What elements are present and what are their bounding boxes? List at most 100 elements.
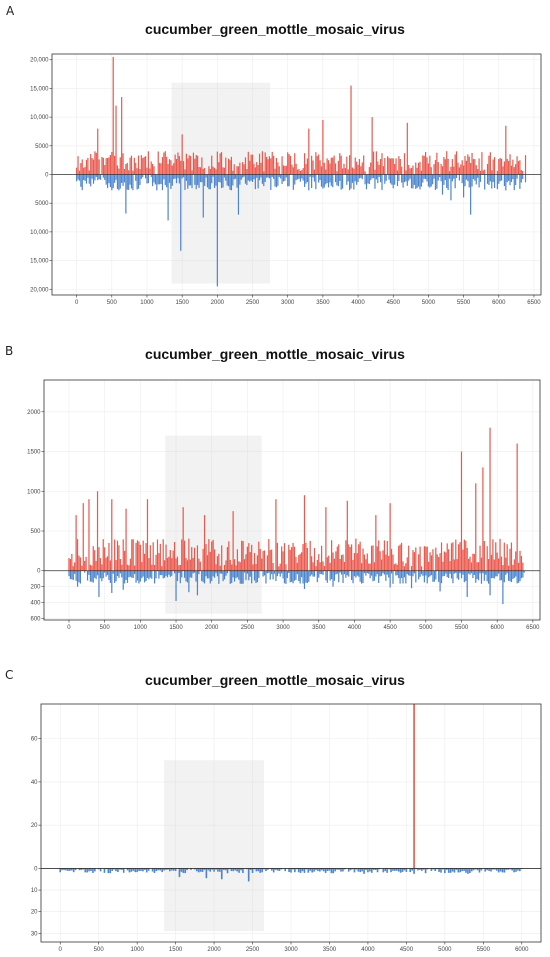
bar-negative bbox=[134, 570, 136, 575]
bar-positive bbox=[488, 559, 490, 571]
bar-negative bbox=[72, 570, 74, 581]
bar-negative bbox=[430, 174, 432, 187]
bar-positive bbox=[116, 540, 119, 571]
bar-negative bbox=[499, 570, 501, 581]
bar-negative bbox=[486, 174, 489, 184]
bar-positive bbox=[357, 164, 359, 175]
bar-negative bbox=[402, 570, 404, 584]
x-tick-label: 5500 bbox=[477, 947, 491, 953]
bar-negative bbox=[114, 570, 116, 583]
bar-positive bbox=[472, 553, 474, 571]
bar-negative bbox=[161, 868, 163, 873]
bar-negative bbox=[109, 868, 112, 874]
bar-negative bbox=[507, 570, 510, 581]
bar-negative bbox=[395, 570, 397, 576]
bar-negative bbox=[268, 570, 270, 573]
bar-positive bbox=[82, 503, 84, 571]
bar-negative bbox=[99, 174, 102, 180]
x-tick-label: 2000 bbox=[211, 300, 225, 306]
bar-negative bbox=[410, 174, 413, 189]
bar-negative bbox=[134, 868, 137, 873]
bar-positive bbox=[122, 153, 124, 175]
bar-positive bbox=[274, 168, 276, 175]
bar-negative bbox=[440, 570, 443, 584]
bar-negative bbox=[327, 174, 330, 188]
bar-positive bbox=[369, 563, 371, 571]
bar-negative bbox=[338, 570, 340, 583]
bar-negative bbox=[250, 174, 252, 181]
bar-negative bbox=[356, 570, 358, 576]
bar-positive bbox=[98, 159, 100, 175]
bar-positive bbox=[238, 561, 240, 571]
bar-positive bbox=[251, 544, 253, 571]
bar-negative bbox=[522, 174, 524, 180]
bar-negative bbox=[125, 174, 127, 214]
bar-negative bbox=[465, 174, 468, 180]
bar-negative bbox=[235, 174, 237, 179]
panel-a: A cucumber_green_mottle_mosaic_virus 0 50… bbox=[0, 0, 550, 330]
bar-negative bbox=[432, 174, 434, 185]
bar-negative bbox=[365, 570, 367, 576]
bar-negative bbox=[415, 570, 417, 583]
bar-negative bbox=[226, 570, 229, 574]
bar-negative bbox=[495, 570, 497, 577]
bar-negative bbox=[443, 570, 445, 576]
bar-positive bbox=[400, 542, 403, 571]
bar-positive bbox=[482, 467, 484, 571]
bar-negative bbox=[474, 868, 477, 870]
bar-negative bbox=[499, 174, 501, 182]
bar-positive bbox=[473, 553, 475, 571]
bar-negative bbox=[448, 570, 450, 579]
bar-negative bbox=[494, 868, 496, 870]
bar-positive bbox=[458, 167, 460, 175]
bar-positive bbox=[412, 550, 414, 571]
bar-negative bbox=[291, 570, 293, 582]
bar-negative bbox=[240, 868, 242, 871]
bar-negative bbox=[244, 174, 247, 184]
bar-positive bbox=[408, 545, 410, 571]
bar-negative bbox=[155, 570, 157, 579]
bar-positive bbox=[363, 554, 366, 571]
bar-positive bbox=[308, 128, 310, 175]
bar-positive bbox=[159, 162, 161, 175]
bar-negative bbox=[454, 174, 456, 189]
bar-negative bbox=[432, 868, 435, 870]
bar-negative bbox=[383, 570, 386, 575]
bar-negative bbox=[468, 570, 470, 574]
bar-negative bbox=[106, 570, 109, 576]
x-tick-label: 0 bbox=[67, 625, 71, 631]
bar-negative bbox=[302, 570, 304, 584]
bar-negative bbox=[157, 174, 159, 185]
bar-positive bbox=[215, 564, 217, 571]
bar-negative bbox=[284, 174, 286, 181]
bar-positive bbox=[409, 168, 411, 175]
bar-negative bbox=[122, 570, 124, 590]
bar-negative bbox=[359, 570, 361, 582]
bar-negative bbox=[199, 174, 202, 182]
bar-negative bbox=[364, 174, 366, 185]
bar-positive bbox=[183, 540, 186, 571]
bar-positive bbox=[212, 539, 214, 571]
bar-negative bbox=[299, 868, 302, 873]
bar-positive bbox=[261, 151, 263, 175]
bar-negative bbox=[251, 868, 254, 873]
bar-negative bbox=[284, 868, 287, 872]
bar-positive bbox=[312, 562, 314, 571]
y-tick-label: 1500 bbox=[27, 450, 41, 456]
bar-negative bbox=[268, 174, 271, 179]
bar-negative bbox=[144, 174, 147, 179]
bar-negative bbox=[232, 570, 234, 578]
bar-positive bbox=[354, 157, 356, 175]
bar-positive bbox=[408, 164, 410, 175]
bar-negative bbox=[523, 570, 525, 573]
bar-negative bbox=[339, 174, 341, 181]
bar-positive bbox=[401, 166, 403, 175]
bar-positive bbox=[285, 564, 287, 571]
bar-positive bbox=[335, 551, 337, 571]
bar-positive bbox=[209, 551, 211, 571]
bar-negative bbox=[389, 174, 392, 184]
bar-positive bbox=[80, 163, 82, 175]
bar-negative bbox=[213, 174, 216, 188]
bar-negative bbox=[336, 570, 338, 574]
y-tick-label: 0 bbox=[34, 866, 38, 872]
